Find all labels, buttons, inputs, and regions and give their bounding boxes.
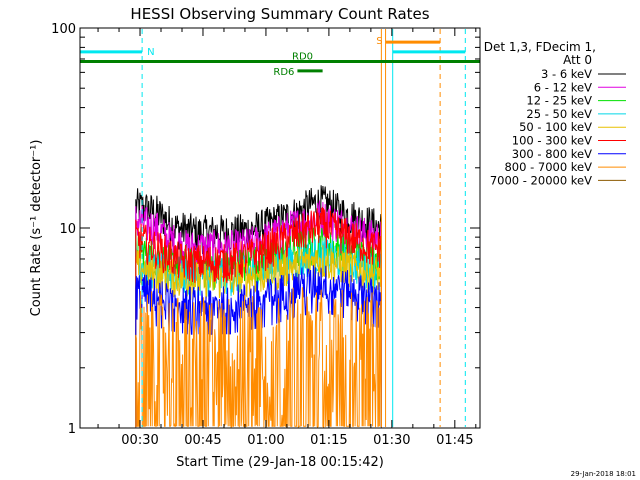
legend-label-6: 300 - 800 keV [512, 147, 592, 161]
data-layer [135, 185, 382, 429]
series-line-5 [135, 206, 382, 428]
x-tick-label-1: 00:45 [184, 433, 221, 448]
y-axis-ticks: 1 10 100 [51, 22, 480, 437]
y-tick-label-1: 10 [59, 222, 76, 237]
x-axis-label: Start Time (29-Jan-18 00:15:42) [176, 455, 384, 470]
legend-header-1: Att 0 [563, 53, 592, 67]
legend-label-8: 7000 - 20000 keV [490, 173, 592, 187]
chart-title: HESSI Observing Summary Count Rates [130, 5, 429, 23]
series-line-6 [135, 265, 382, 428]
legend-label-3: 25 - 50 keV [526, 107, 592, 121]
legend-label-5: 100 - 300 keV [512, 134, 592, 148]
flag-label-s: S [376, 36, 382, 47]
series-line-7 [135, 287, 382, 429]
flag-label-n: N [147, 47, 154, 58]
legend-header-0: Det 1,3, FDecim 1, [484, 40, 596, 54]
legend-label-2: 12 - 25 keV [526, 94, 592, 108]
x-tick-label-2: 01:00 [247, 433, 284, 448]
series-line-0 [135, 185, 382, 428]
y-tick-label-0: 1 [68, 422, 76, 437]
flag-label-rd0: RD0 [292, 51, 313, 62]
x-axis-ticks: 00:30 00:45 01:00 01:15 01:30 01:45 [97, 28, 477, 448]
footer-timestamp: 29-Jan-2018 18:01 [571, 470, 636, 478]
series-line-4 [135, 245, 382, 428]
flag-bars: N S RD0 RD6 [80, 36, 480, 78]
y-tick-label-2: 100 [51, 22, 76, 37]
flag-label-rd6: RD6 [273, 67, 294, 78]
y-axis-label: Count Rate (s⁻¹ detector⁻¹) [29, 140, 44, 317]
legend-label-4: 50 - 100 keV [519, 120, 592, 134]
legend-label-1: 6 - 12 keV [534, 80, 592, 94]
x-tick-label-5: 01:45 [436, 433, 473, 448]
legend-label-7: 800 - 7000 keV [504, 160, 592, 174]
legend-label-0: 3 - 6 keV [541, 67, 592, 81]
x-tick-label-3: 01:15 [310, 433, 347, 448]
x-tick-label-0: 00:30 [121, 433, 158, 448]
x-tick-label-4: 01:30 [373, 433, 410, 448]
